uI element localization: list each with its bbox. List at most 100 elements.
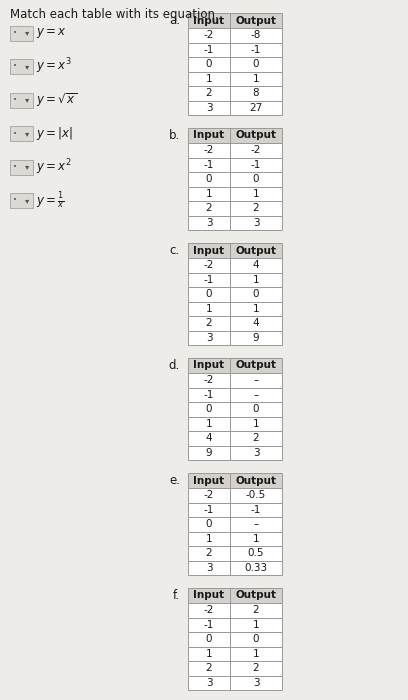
- Bar: [230, 172, 282, 186]
- Bar: [188, 158, 230, 172]
- Bar: [230, 373, 282, 388]
- Text: •: •: [13, 64, 17, 69]
- Text: 2: 2: [206, 318, 212, 328]
- Text: Match each table with its equation.: Match each table with its equation.: [10, 8, 219, 21]
- Text: 1: 1: [253, 304, 259, 314]
- Bar: [230, 71, 282, 86]
- Text: 2: 2: [253, 203, 259, 214]
- Text: •: •: [13, 164, 17, 170]
- Text: -0.5: -0.5: [246, 490, 266, 500]
- Text: ▾: ▾: [25, 196, 29, 205]
- Text: 1: 1: [206, 189, 212, 199]
- Bar: [188, 603, 230, 617]
- Text: e.: e.: [169, 474, 180, 487]
- Text: Input: Input: [193, 15, 224, 25]
- Bar: [230, 287, 282, 302]
- Text: 9: 9: [206, 448, 212, 458]
- Text: ▾: ▾: [25, 62, 29, 71]
- FancyBboxPatch shape: [9, 193, 33, 208]
- Text: -2: -2: [204, 606, 214, 615]
- Bar: [230, 186, 282, 201]
- Text: 3: 3: [253, 678, 259, 687]
- Text: 1: 1: [253, 189, 259, 199]
- Bar: [230, 517, 282, 531]
- Text: f.: f.: [173, 589, 180, 602]
- Bar: [188, 143, 230, 158]
- Bar: [188, 316, 230, 330]
- Text: -1: -1: [251, 45, 261, 55]
- Text: 1: 1: [206, 304, 212, 314]
- Bar: [230, 316, 282, 330]
- Text: Output: Output: [235, 591, 277, 601]
- Text: 0: 0: [206, 519, 212, 529]
- Bar: [188, 517, 230, 531]
- Text: ▾: ▾: [25, 129, 29, 138]
- Text: $y = \frac{1}{x}$: $y = \frac{1}{x}$: [36, 190, 65, 211]
- Text: ▾: ▾: [25, 29, 29, 38]
- Text: -2: -2: [204, 490, 214, 500]
- Text: Output: Output: [235, 246, 277, 256]
- Text: 1: 1: [206, 419, 212, 428]
- Bar: [188, 128, 230, 143]
- Bar: [230, 101, 282, 115]
- Text: 2: 2: [206, 664, 212, 673]
- Bar: [230, 445, 282, 460]
- Text: ▾: ▾: [25, 95, 29, 104]
- Text: -1: -1: [204, 390, 214, 400]
- Text: 0: 0: [253, 405, 259, 414]
- Bar: [230, 588, 282, 603]
- Text: 8: 8: [253, 88, 259, 98]
- Text: Output: Output: [235, 360, 277, 370]
- Bar: [188, 258, 230, 272]
- Text: –: –: [253, 390, 259, 400]
- Bar: [188, 28, 230, 43]
- Bar: [188, 473, 230, 488]
- Text: 1: 1: [253, 533, 259, 544]
- Text: d.: d.: [169, 359, 180, 372]
- Text: -1: -1: [251, 505, 261, 514]
- Text: 1: 1: [206, 649, 212, 659]
- Text: -2: -2: [204, 260, 214, 270]
- Bar: [230, 531, 282, 546]
- Text: -1: -1: [204, 160, 214, 170]
- Bar: [188, 272, 230, 287]
- Text: 0: 0: [253, 60, 259, 69]
- Text: •: •: [13, 30, 17, 36]
- Bar: [230, 57, 282, 71]
- Bar: [188, 588, 230, 603]
- Text: Output: Output: [235, 130, 277, 141]
- Bar: [230, 86, 282, 101]
- Text: -8: -8: [251, 30, 261, 40]
- Bar: [188, 546, 230, 561]
- Text: b.: b.: [169, 129, 180, 142]
- Bar: [230, 561, 282, 575]
- Bar: [188, 216, 230, 230]
- Text: 1: 1: [253, 74, 259, 84]
- Text: 3: 3: [206, 103, 212, 113]
- Text: 1: 1: [253, 649, 259, 659]
- Bar: [230, 13, 282, 28]
- Bar: [188, 402, 230, 416]
- FancyBboxPatch shape: [9, 126, 33, 141]
- Bar: [230, 201, 282, 216]
- Bar: [230, 258, 282, 272]
- Text: •: •: [13, 197, 17, 204]
- Bar: [230, 416, 282, 431]
- Text: 1: 1: [253, 274, 259, 285]
- Text: 0: 0: [253, 634, 259, 644]
- Bar: [188, 358, 230, 373]
- Bar: [230, 330, 282, 345]
- Text: 4: 4: [253, 260, 259, 270]
- Bar: [188, 561, 230, 575]
- Bar: [188, 101, 230, 115]
- Bar: [188, 676, 230, 690]
- Text: 3: 3: [206, 563, 212, 573]
- Text: 3: 3: [206, 332, 212, 343]
- Text: 2: 2: [206, 203, 212, 214]
- Text: $y = |x|$: $y = |x|$: [36, 125, 73, 142]
- Text: -2: -2: [204, 146, 214, 155]
- Text: •: •: [13, 130, 17, 136]
- Bar: [230, 388, 282, 402]
- Text: 0: 0: [206, 60, 212, 69]
- Bar: [188, 330, 230, 345]
